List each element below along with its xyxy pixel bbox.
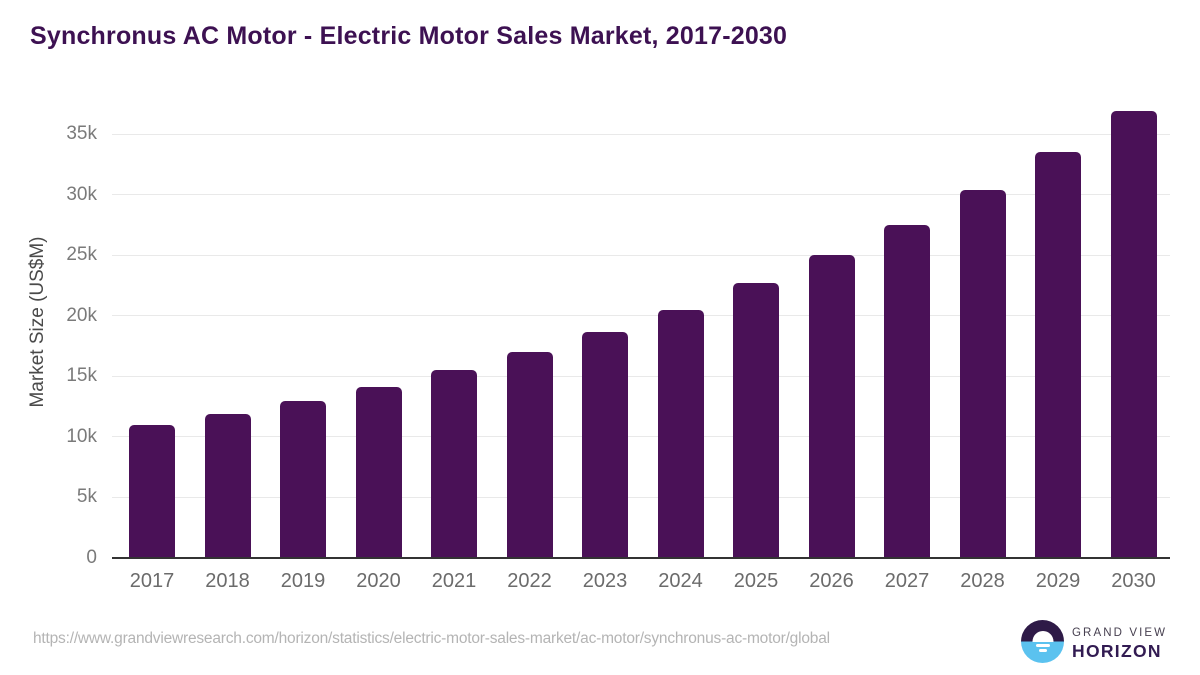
logo-text-grand-view: GRAND VIEW	[1072, 627, 1168, 639]
bar-2029[interactable]	[1035, 152, 1081, 558]
bar-2023[interactable]	[582, 332, 628, 558]
logo-text-horizon: HORIZON	[1072, 641, 1162, 661]
y-tick-label-20k: 20k	[66, 304, 97, 326]
gridline-10k	[112, 436, 1170, 438]
grand-view-horizon-logo: GRAND VIEW HORIZON	[1021, 620, 1181, 666]
y-tick-label-35k: 35k	[66, 123, 97, 144]
x-axis-label-2023: 2023	[582, 570, 628, 592]
bar-2021[interactable]	[431, 370, 477, 558]
source-url: https://www.grandviewresearch.com/horizo…	[33, 630, 830, 647]
chart-title: Synchronus AC Motor - Electric Motor Sal…	[30, 22, 788, 50]
bar-2024[interactable]	[657, 309, 704, 558]
y-tick-label-25k: 25k	[66, 244, 97, 266]
sun-reflection-bar	[1035, 644, 1050, 647]
x-axis-line	[112, 557, 1170, 559]
gridline-20k	[112, 315, 1170, 317]
bar-2018[interactable]	[204, 413, 251, 558]
bar-2020[interactable]	[355, 387, 402, 558]
x-axis-label-2024: 2024	[658, 570, 703, 592]
x-axis-label-2028: 2028	[960, 570, 1005, 592]
gridline-5k	[112, 496, 1170, 498]
bar-2025[interactable]	[733, 283, 779, 558]
x-axis-label-2030: 2030	[1111, 570, 1156, 592]
y-tick-label-15k: 15k	[66, 365, 97, 387]
sun-reflection-bar	[1038, 649, 1047, 652]
bar-2028[interactable]	[959, 189, 1006, 558]
x-axis-label-2018: 2018	[205, 570, 250, 592]
y-tick-label-5k: 5k	[76, 486, 97, 508]
sun-dome-shape	[1032, 630, 1053, 642]
x-axis-label-2021: 2021	[431, 570, 477, 592]
x-axis-label-2026: 2026	[809, 570, 854, 592]
gridline-35k	[112, 133, 1170, 135]
x-axis-label-2020: 2020	[356, 570, 401, 592]
x-axis-label-2022: 2022	[507, 570, 552, 592]
bar-2030[interactable]	[1110, 110, 1157, 558]
x-axis-label-2019: 2019	[280, 570, 326, 592]
x-axis-label-2029: 2029	[1035, 570, 1081, 592]
bar-2019[interactable]	[280, 401, 326, 558]
bar-2026[interactable]	[808, 255, 855, 558]
bar-2017[interactable]	[129, 424, 175, 558]
bar-2022[interactable]	[506, 352, 553, 558]
gridline-25k	[112, 254, 1170, 256]
logo-text: GRAND VIEW HORIZON	[1072, 627, 1167, 662]
y-tick-label-10k: 10k	[66, 425, 97, 447]
y-tick-label-0: 0	[86, 547, 97, 568]
x-axis-label-2025: 2025	[733, 570, 779, 592]
plot-area	[112, 100, 1170, 558]
x-axis-label-2017: 2017	[129, 570, 175, 592]
x-axis-labels: 2017 2018 2019 2020 2021 2022 2023 2024 2025 2026…	[112, 570, 1170, 596]
bar-2027[interactable]	[884, 224, 930, 558]
horizon-sun-icon	[1021, 620, 1064, 663]
gridline-15k	[112, 375, 1170, 377]
gridline-30k	[112, 194, 1170, 196]
y-tick-label-30k: 30k	[66, 183, 97, 205]
x-axis-label-2027: 2027	[884, 570, 930, 592]
